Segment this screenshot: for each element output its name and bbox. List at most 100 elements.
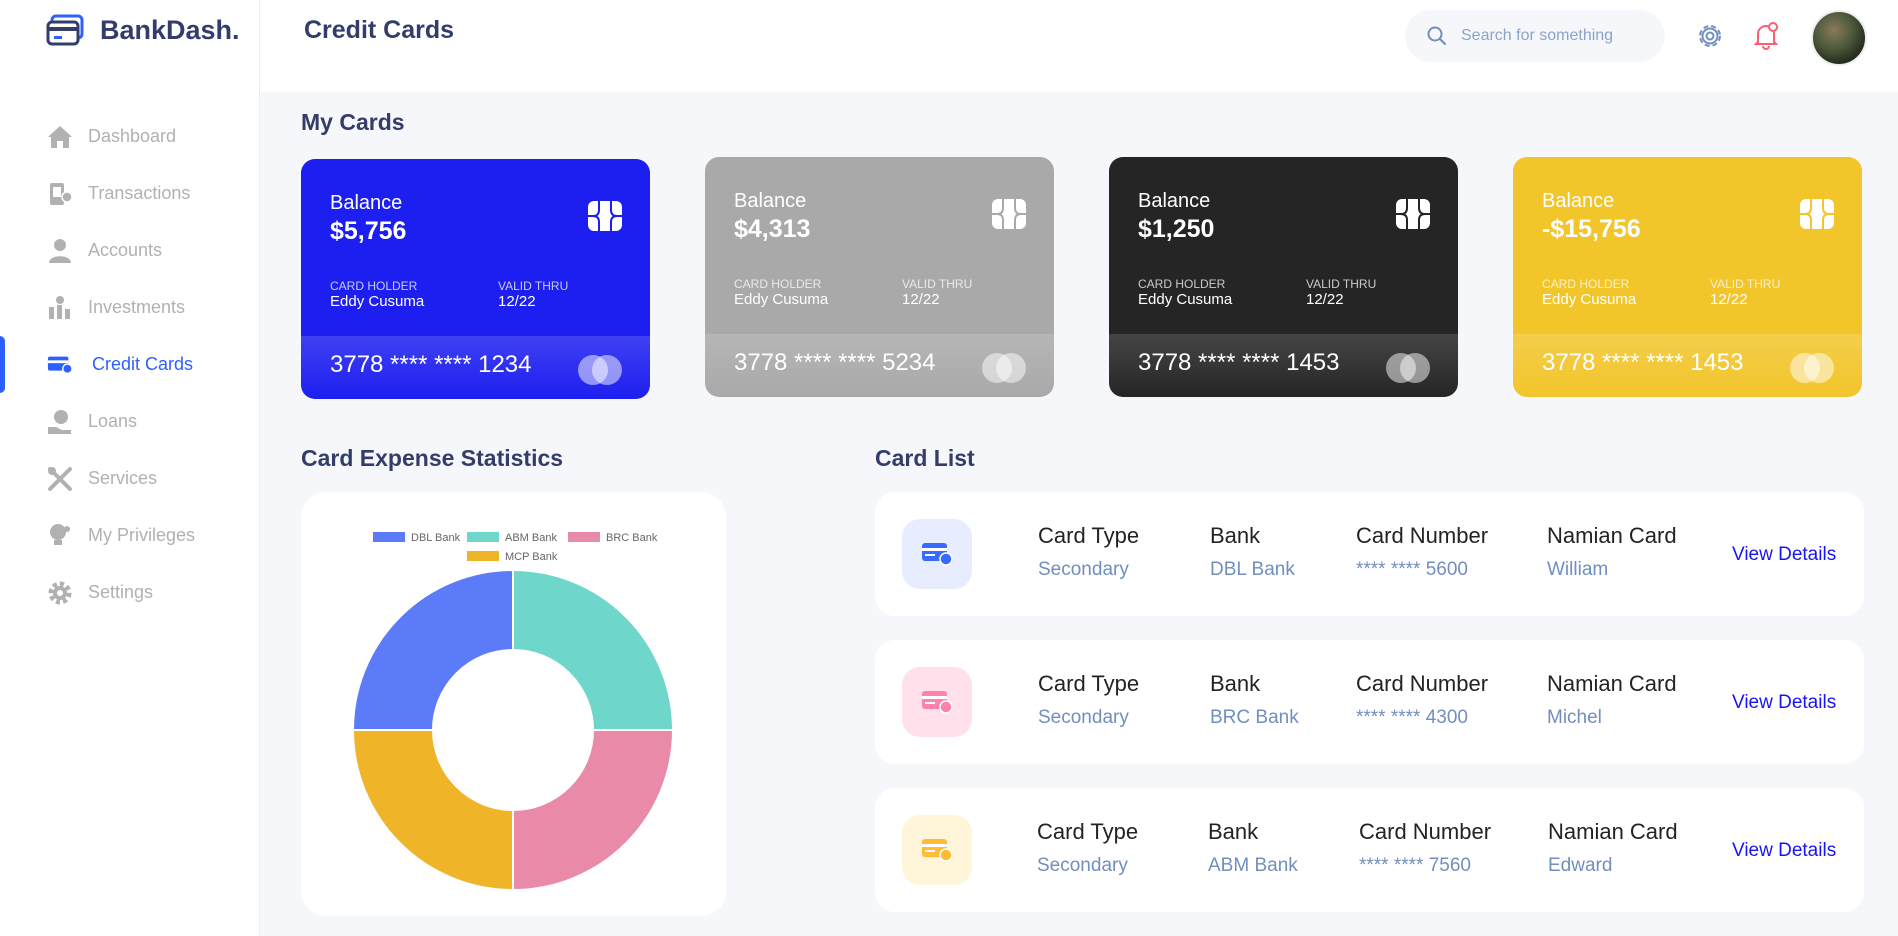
sidebar-item-label: Credit Cards xyxy=(92,354,194,374)
settings-button[interactable] xyxy=(1696,22,1724,50)
sidebar-item-credit-cards[interactable]: Credit Cards xyxy=(0,336,260,393)
search-input[interactable] xyxy=(1461,27,1641,45)
card-number-column: Card Number **** **** 4300 xyxy=(1356,671,1488,729)
sidebar-item-label: Dashboard xyxy=(88,126,177,146)
bank-value: ABM Bank xyxy=(1208,855,1298,876)
card-number: 3778 **** **** 1234 xyxy=(330,351,532,378)
card-holder-label: CARD HOLDER xyxy=(734,277,822,291)
card-type-column: Card Type Secondary xyxy=(1038,523,1139,581)
valid-thru-label: VALID THRU xyxy=(902,277,973,291)
credit-card-icon xyxy=(922,691,953,714)
logo[interactable]: BankDash. xyxy=(46,14,240,46)
credit-card-icon xyxy=(922,839,953,862)
card-name-header: Namian Card xyxy=(1548,819,1678,844)
card-number-value: **** **** 7560 xyxy=(1359,855,1471,876)
legend-swatch xyxy=(568,532,600,542)
notifications-button[interactable] xyxy=(1752,22,1780,50)
donut-slice-brc-bank[interactable] xyxy=(512,729,675,892)
card-type-header: Card Type xyxy=(1037,819,1139,844)
card-icon-container xyxy=(902,667,972,737)
card-chip-icon xyxy=(1800,199,1834,229)
sidebar-item-dashboard[interactable]: Dashboard xyxy=(0,108,260,165)
view-details-link[interactable]: View Details xyxy=(1732,692,1837,713)
card-holder-name: Eddy Cusuma xyxy=(330,293,425,310)
credit-card-icon xyxy=(922,543,953,566)
card-chip-icon xyxy=(1396,199,1430,229)
legend-swatch xyxy=(467,532,499,542)
top-header: Credit Cards xyxy=(260,0,1898,92)
card-type-column: Card Type Secondary xyxy=(1038,671,1139,729)
service-icon xyxy=(47,466,73,492)
card-holder-name: Eddy Cusuma xyxy=(1138,291,1233,308)
expense-chart-panel: DBL Bank ABM Bank BRC Bank MCP Bank xyxy=(301,492,726,916)
user-avatar[interactable] xyxy=(1811,10,1867,66)
sidebar: BankDash. Dashboard Transactions Account… xyxy=(0,0,260,936)
card-holder-label: CARD HOLDER xyxy=(1542,277,1630,291)
sidebar-item-transactions[interactable]: Transactions xyxy=(0,165,260,222)
search-bar[interactable] xyxy=(1405,10,1665,62)
view-details-link[interactable]: View Details xyxy=(1732,840,1837,861)
sidebar-item-investments[interactable]: Investments xyxy=(0,279,260,336)
card-name-header: Namian Card xyxy=(1547,671,1677,696)
legend-label: DBL Bank xyxy=(411,532,461,544)
legend-label: ABM Bank xyxy=(505,532,557,544)
legend-item[interactable]: MCP Bank xyxy=(467,551,558,563)
legend-item[interactable]: BRC Bank xyxy=(568,532,658,544)
my-cards-title: My Cards xyxy=(301,109,405,135)
credit-card[interactable]: Balance $5,756 CARD HOLDER Eddy Cusuma V… xyxy=(301,159,650,399)
credit-card[interactable]: Balance -$15,756 CARD HOLDER Eddy Cusuma… xyxy=(1513,157,1862,397)
card-type-value: Secondary xyxy=(1038,707,1129,728)
donut-slice-abm-bank[interactable] xyxy=(512,568,675,731)
bank-value: DBL Bank xyxy=(1210,559,1295,580)
sidebar-item-my-privileges[interactable]: My Privileges xyxy=(0,507,260,564)
sidebar-item-accounts[interactable]: Accounts xyxy=(0,222,260,279)
card-chip-icon xyxy=(588,201,622,231)
card-number: 3778 **** **** 1453 xyxy=(1138,349,1340,376)
sidebar-nav: Dashboard Transactions Accounts Investme… xyxy=(0,108,260,621)
bank-column: Bank BRC Bank xyxy=(1210,671,1299,729)
sidebar-item-label: Settings xyxy=(88,582,154,602)
card-network-icon xyxy=(578,355,622,385)
card-holder-label: CARD HOLDER xyxy=(330,279,418,293)
card-list-title: Card List xyxy=(875,445,975,471)
sidebar-item-services[interactable]: Services xyxy=(0,450,260,507)
card-number-value: **** **** 5600 xyxy=(1356,559,1468,580)
card-number-header: Card Number xyxy=(1356,523,1489,548)
credit-card[interactable]: Balance $1,250 CARD HOLDER Eddy Cusuma V… xyxy=(1109,157,1458,397)
view-details-link[interactable]: View Details xyxy=(1732,544,1837,565)
card-network-icon xyxy=(1386,353,1430,383)
legend-item[interactable]: DBL Bank xyxy=(373,532,461,544)
card-network-icon xyxy=(1790,353,1834,383)
card-list-row: Card Type Secondary Bank DBL Bank Card Num… xyxy=(875,492,1864,616)
card-name-column: Namian Card William xyxy=(1547,523,1677,581)
card-name-header: Namian Card xyxy=(1547,523,1677,548)
card-number-header: Card Number xyxy=(1356,671,1489,696)
card-name-value: Michel xyxy=(1547,707,1602,728)
legend-label: MCP Bank xyxy=(505,551,558,563)
valid-thru-label: VALID THRU xyxy=(498,279,569,293)
credit-card[interactable]: Balance $4,313 CARD HOLDER Eddy Cusuma V… xyxy=(705,157,1054,397)
search-icon xyxy=(1427,26,1446,45)
valid-thru-date: 12/22 xyxy=(902,291,940,308)
legend-swatch xyxy=(467,551,499,561)
settings-icon xyxy=(47,580,73,606)
card-name-value: William xyxy=(1547,559,1609,580)
bank-value: BRC Bank xyxy=(1210,707,1299,728)
legend-item[interactable]: ABM Bank xyxy=(467,532,557,544)
page-title: Credit Cards xyxy=(304,16,455,44)
sidebar-item-loans[interactable]: Loans xyxy=(0,393,260,450)
card-holder-label: CARD HOLDER xyxy=(1138,277,1226,291)
donut-slice-dbl-bank[interactable] xyxy=(351,568,514,731)
valid-thru-label: VALID THRU xyxy=(1710,277,1781,291)
card-number: 3778 **** **** 1453 xyxy=(1542,349,1744,376)
card-number-column: Card Number **** **** 5600 xyxy=(1356,523,1488,581)
sidebar-item-label: Services xyxy=(88,468,158,488)
donut-slice-mcp-bank[interactable] xyxy=(351,729,514,892)
card-balance-label: Balance xyxy=(734,190,807,212)
card-number-value: **** **** 4300 xyxy=(1356,707,1468,728)
card-balance: $4,313 xyxy=(734,215,811,243)
bell-icon xyxy=(1753,22,1779,50)
transfer-icon xyxy=(47,181,73,207)
sidebar-item-settings[interactable]: Settings xyxy=(0,564,260,621)
card-balance: $5,756 xyxy=(330,217,407,245)
